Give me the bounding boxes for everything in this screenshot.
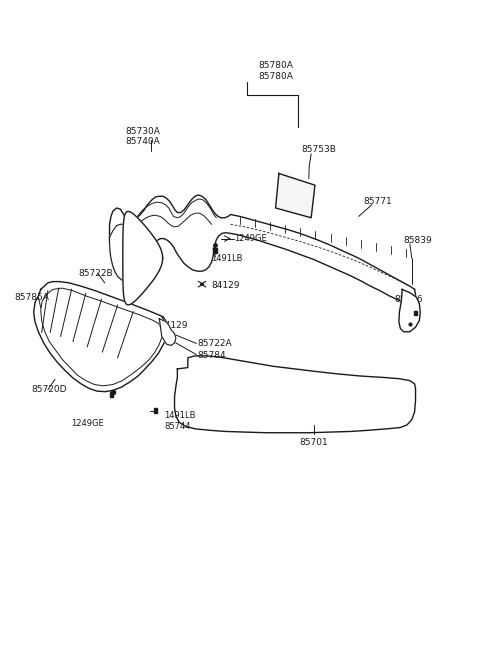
Text: 85839: 85839 — [404, 236, 432, 245]
Text: 1491LB: 1491LB — [212, 254, 243, 263]
Polygon shape — [109, 224, 132, 282]
Text: 84129: 84129 — [159, 321, 188, 330]
Text: 1249GE: 1249GE — [72, 419, 104, 428]
Text: 85771: 85771 — [363, 197, 392, 206]
Text: 85730A
85740A: 85730A 85740A — [125, 127, 160, 146]
Polygon shape — [159, 319, 176, 346]
Polygon shape — [34, 282, 168, 392]
Text: 84129: 84129 — [212, 281, 240, 290]
Text: 85784: 85784 — [197, 351, 226, 360]
Text: 85722A: 85722A — [197, 339, 232, 348]
Text: 85746: 85746 — [394, 295, 423, 304]
Text: 85701: 85701 — [299, 438, 328, 447]
Bar — [110, 392, 113, 397]
Polygon shape — [399, 290, 420, 332]
Polygon shape — [276, 173, 315, 217]
Text: 85780A
85780A: 85780A 85780A — [258, 62, 293, 81]
Text: 85720D: 85720D — [31, 385, 67, 394]
Polygon shape — [109, 195, 416, 304]
Bar — [154, 408, 157, 413]
Text: 1249GE: 1249GE — [234, 234, 267, 243]
Text: 85753B: 85753B — [301, 145, 336, 154]
Bar — [213, 248, 217, 253]
Bar — [414, 311, 418, 315]
Text: 85785A: 85785A — [14, 293, 49, 302]
Polygon shape — [175, 356, 416, 433]
Text: 1491LB
85744: 1491LB 85744 — [164, 411, 195, 431]
Text: 85722B: 85722B — [79, 269, 113, 278]
Polygon shape — [123, 212, 163, 305]
